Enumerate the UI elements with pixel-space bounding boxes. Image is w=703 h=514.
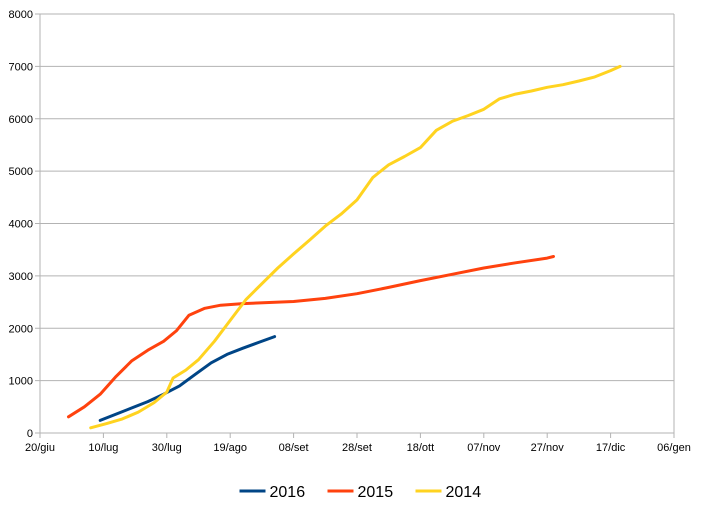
legend: 2016 2015 2014 [239,484,482,501]
x-tick-label: 06/gen [657,442,691,454]
y-tick-label: 5000 [9,166,33,178]
x-tick-label: 19/ago [213,442,247,454]
y-tick-label: 4000 [9,219,33,231]
series-line-2015 [67,255,555,419]
series-line-2014 [89,64,622,430]
x-tick-label: 17/dic [596,442,626,454]
y-tick-label: 6000 [9,114,33,126]
legend-label: 2016 [270,484,306,501]
y-tick-label: 0 [27,428,33,440]
x-tick-label: 10/lug [88,442,118,454]
x-tick-label: 08/set [279,442,309,454]
legend-label: 2015 [358,484,394,501]
series-lines [67,64,622,430]
y-tick-label: 3000 [9,271,33,283]
x-tick-label: 30/lug [152,442,182,454]
x-tick-label: 27/nov [531,442,565,454]
x-tick-label: 07/nov [467,442,501,454]
y-tick-label: 8000 [9,9,33,21]
y-tick-label: 2000 [9,323,33,335]
gridlines [40,13,674,434]
legend-label: 2014 [446,484,482,501]
x-tick-label: 28/set [342,442,372,454]
y-tick-label: 1000 [9,376,33,388]
axes: 0 1000 2000 3000 4000 5000 6000 7000 8000 20/giu 1… [9,9,691,454]
y-tick-label: 7000 [9,61,33,73]
x-tick-label: 18/ott [407,442,435,454]
series-line-2016 [98,335,277,422]
x-tick-label: 20/giu [25,442,55,454]
